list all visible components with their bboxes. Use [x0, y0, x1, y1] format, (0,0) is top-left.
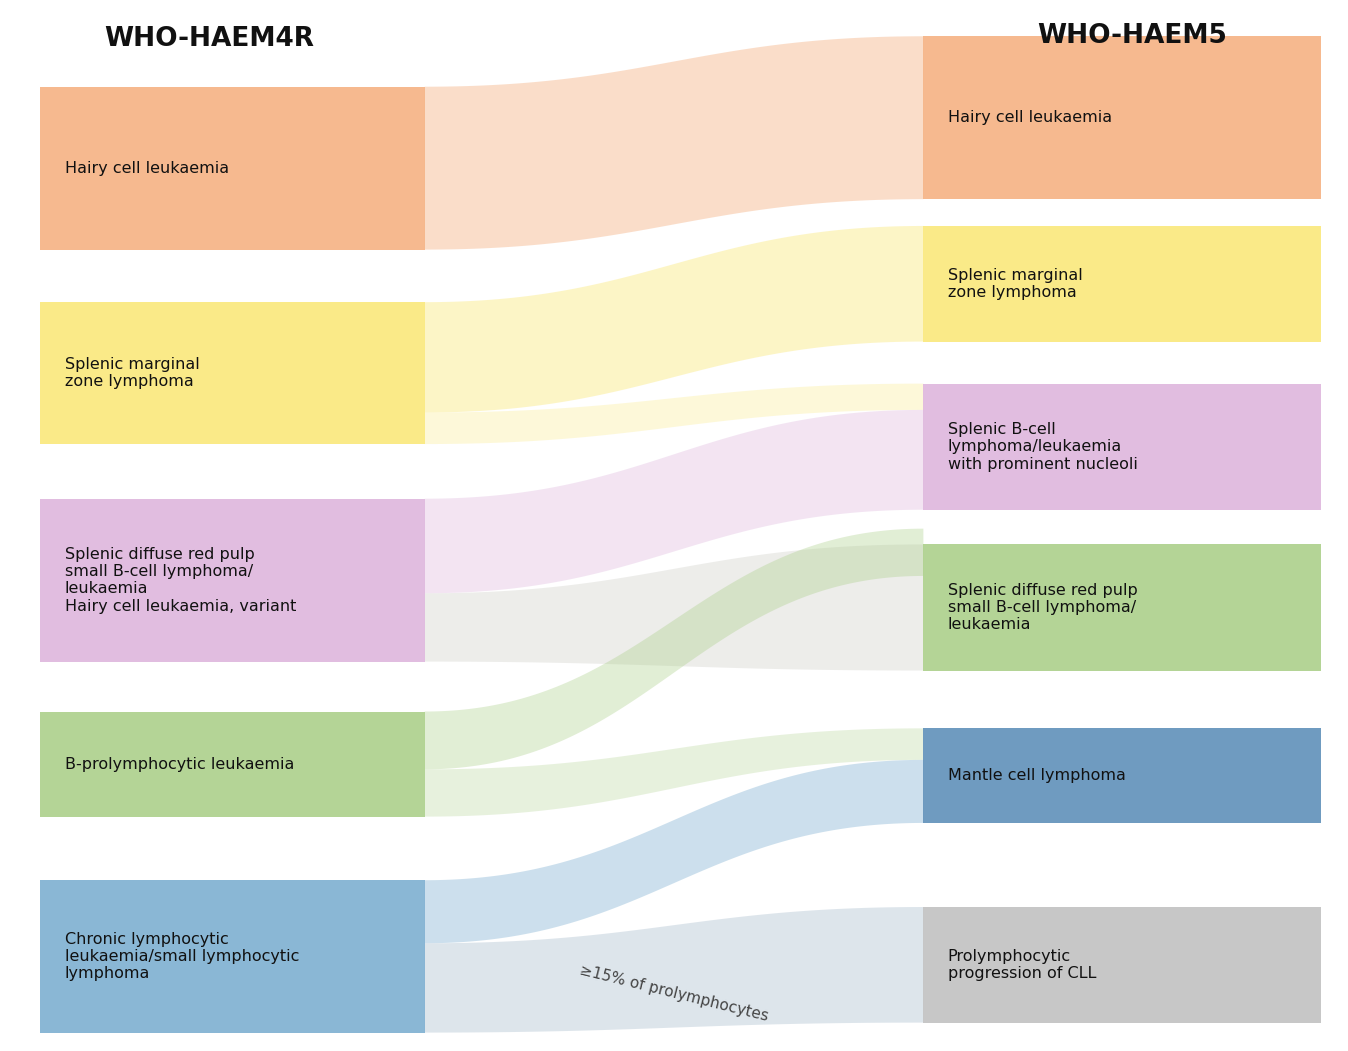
FancyBboxPatch shape: [40, 712, 425, 817]
Text: WHO-HAEM5: WHO-HAEM5: [1038, 23, 1227, 49]
Text: Chronic lymphocytic
leukaemia/small lymphocytic
lymphoma: Chronic lymphocytic leukaemia/small lymp…: [65, 931, 299, 982]
Polygon shape: [425, 760, 923, 944]
Polygon shape: [425, 226, 923, 412]
FancyBboxPatch shape: [923, 907, 1321, 1023]
FancyBboxPatch shape: [40, 881, 425, 1032]
Text: WHO-HAEM4R: WHO-HAEM4R: [104, 26, 314, 53]
Text: Splenic marginal
zone lymphoma: Splenic marginal zone lymphoma: [948, 268, 1082, 300]
Text: Prolymphocytic
progression of CLL: Prolymphocytic progression of CLL: [948, 949, 1096, 981]
FancyBboxPatch shape: [923, 728, 1321, 823]
FancyBboxPatch shape: [923, 544, 1321, 671]
Polygon shape: [425, 384, 923, 444]
Polygon shape: [425, 529, 923, 769]
Text: Splenic B-cell
lymphoma/leukaemia
with prominent nucleoli: Splenic B-cell lymphoma/leukaemia with p…: [948, 421, 1138, 472]
Text: B-prolymphocytic leukaemia: B-prolymphocytic leukaemia: [65, 757, 294, 771]
Polygon shape: [425, 36, 923, 250]
FancyBboxPatch shape: [40, 499, 425, 662]
Text: Hairy cell leukaemia: Hairy cell leukaemia: [948, 110, 1112, 125]
Polygon shape: [425, 728, 923, 817]
FancyBboxPatch shape: [40, 303, 425, 444]
Polygon shape: [425, 907, 923, 1032]
FancyBboxPatch shape: [923, 384, 1321, 510]
Polygon shape: [425, 544, 923, 671]
Text: Splenic diffuse red pulp
small B-cell lymphoma/
leukaemia: Splenic diffuse red pulp small B-cell ly…: [948, 582, 1138, 633]
Text: ≥15% of prolymphocytes: ≥15% of prolymphocytes: [578, 963, 770, 1024]
FancyBboxPatch shape: [923, 226, 1321, 342]
Polygon shape: [425, 410, 923, 593]
FancyBboxPatch shape: [923, 36, 1321, 199]
Text: Hairy cell leukaemia: Hairy cell leukaemia: [65, 161, 229, 176]
FancyBboxPatch shape: [40, 86, 425, 250]
Text: Splenic marginal
zone lymphoma: Splenic marginal zone lymphoma: [65, 357, 200, 389]
Text: Mantle cell lymphoma: Mantle cell lymphoma: [948, 768, 1126, 783]
Text: Splenic diffuse red pulp
small B-cell lymphoma/
leukaemia
Hairy cell leukaemia, : Splenic diffuse red pulp small B-cell ly…: [65, 547, 297, 614]
